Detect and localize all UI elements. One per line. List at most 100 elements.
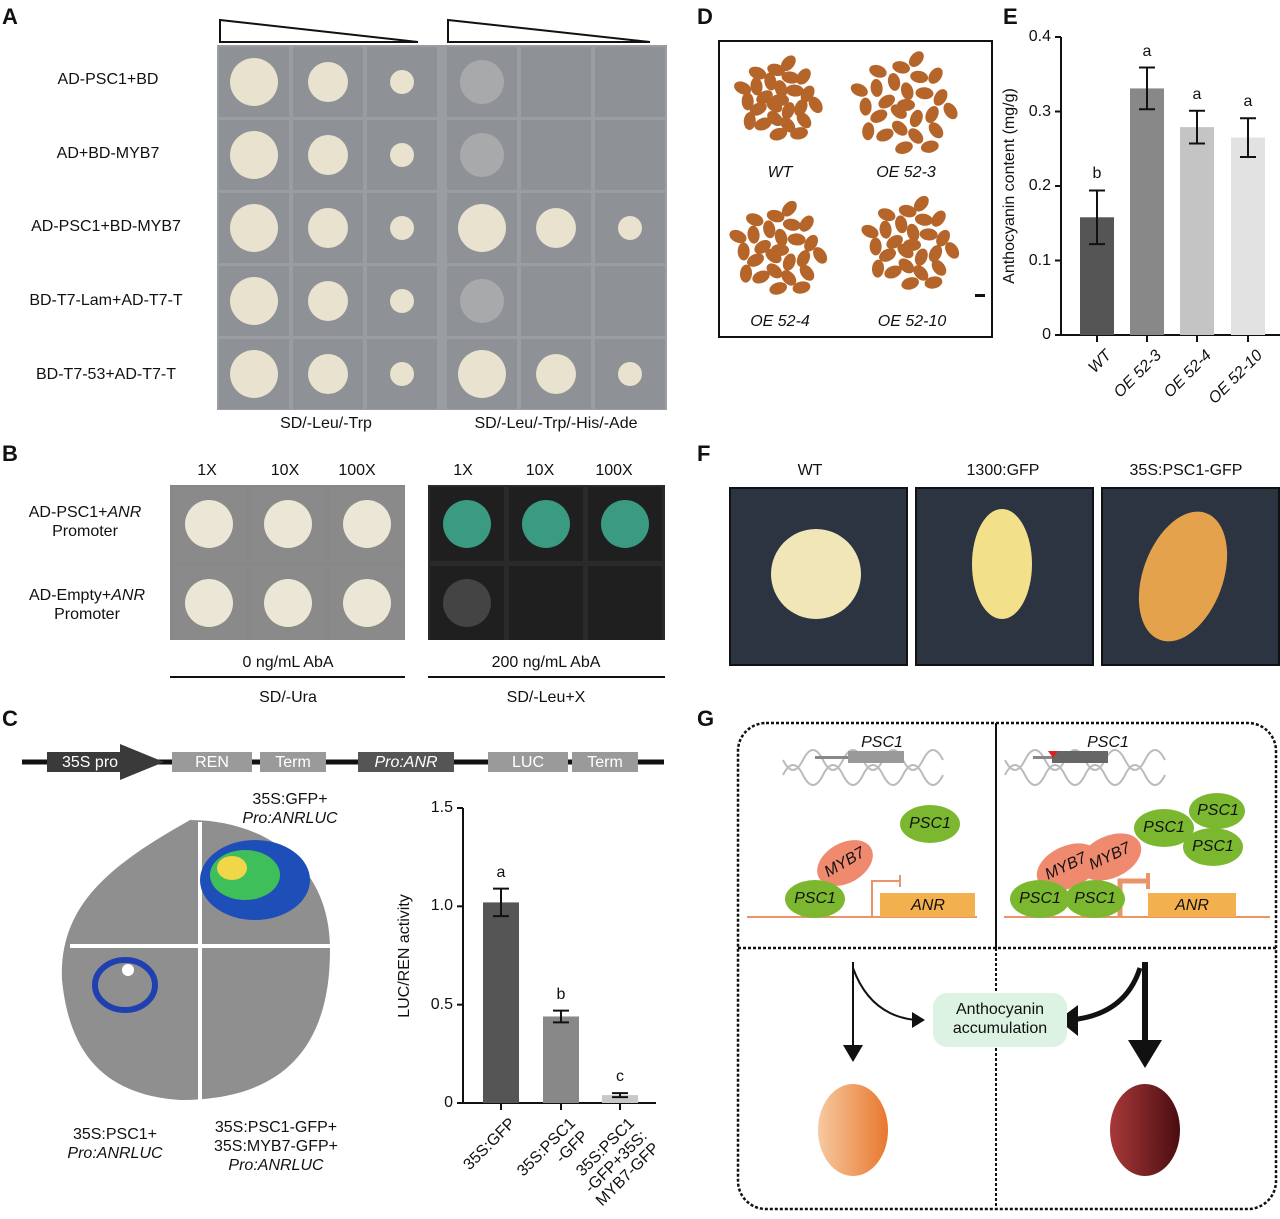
light-seed-icon [818,1084,888,1176]
construct-ren: REN [195,754,229,771]
psc1-protein: PSC1 [1143,819,1185,836]
y-tick-label: 0.2 [1028,177,1051,194]
significance-letter: a [1243,93,1253,111]
seed [769,127,788,141]
luciferase-leaf-image [61,820,331,1100]
yeast-spot [330,566,404,640]
yeast-spot [367,47,437,117]
callus-label: 1300:GFP [966,462,1040,479]
seed [799,264,815,281]
seed [796,68,811,85]
seed [884,265,902,279]
seed [870,78,883,97]
seed [774,80,788,98]
seed [928,245,943,263]
error-bar [553,1009,569,1024]
seed [906,223,920,242]
seed [890,104,907,119]
seed [752,270,770,284]
dilution-label: 1X [453,462,473,479]
seed [782,218,801,231]
yeast-spot [367,339,437,409]
seed [876,128,894,142]
a-row-label: AD-PSC1+BD [57,71,159,88]
yeast-spot [430,487,504,561]
seed [913,195,929,212]
b-row-prefix: AD-Empty+ [28,587,112,604]
psc1-protein: PSC1 [1074,890,1116,907]
promoter-arrow [47,744,164,780]
y-axis-label: LUC/REN activity [396,893,413,1018]
outcome-line: Anthocyanin [955,1001,1045,1018]
seed [734,81,752,95]
chart-e [1055,36,1280,342]
seed [908,51,924,67]
chart-c [457,807,656,1110]
seed [900,82,914,100]
yeast-spot [219,120,289,190]
b-medium-label: SD/-Ura [259,689,317,706]
leaf-label-top-right: 35S:GFP+ Pro:ANRLUC [242,790,337,828]
seed [933,89,948,106]
seed [765,248,782,264]
seed [813,247,828,264]
b-condition-label: 0 ng/mL AbA [242,654,334,671]
seed [747,253,764,267]
b-row-label: AD-Empty+ANR Promoter [29,586,145,624]
seed [767,63,785,77]
error-bar [1240,117,1256,158]
yeast-spot [367,193,437,263]
seed [870,109,888,123]
yeast-spot [509,487,583,561]
construct-term: Term [587,754,623,771]
seed [750,77,763,96]
seed [804,234,819,252]
yeast-spot [330,487,404,561]
significance-letter: b [556,985,566,1003]
model-diagram [736,721,1278,1211]
leaf-label-line: 35S:MYB7-GFP+ [213,1138,339,1156]
anthocyanin-accumulation-box: Anthocyanin accumulation [953,1000,1047,1038]
seed [850,83,868,97]
seed [879,248,896,262]
seed [774,228,788,247]
a-row-label: AD-PSC1+BD-MYB7 [31,218,181,235]
seed [886,234,903,249]
yeast-spot [595,339,665,409]
seed [915,87,934,100]
yeast-spot [219,266,289,336]
yeast-spot [521,47,591,117]
bar [1180,127,1214,336]
yeast-spot [293,266,363,336]
seed [892,61,910,74]
yeast-spot [447,120,517,190]
error-bar [1189,109,1205,145]
seed [739,264,753,283]
seed [895,141,913,155]
b-medium-label: SD/-Leu+X [506,689,586,706]
yeast-spot [521,193,591,263]
yeast-spot [293,120,363,190]
seed [891,120,908,136]
dilution-label: 100X [338,462,376,479]
dilution-label: 100X [595,462,633,479]
y1h-plate-xgal [428,485,665,640]
seed [799,215,814,232]
seed [924,276,943,289]
seed [928,67,943,84]
leaf-label-bottom-left: 35S:PSC1+ Pro:ANRLUC [67,1125,162,1163]
callus-label: 35S:PSC1-GFP [1129,462,1243,479]
seed [910,70,929,84]
error-bar [1139,66,1155,111]
yeast-spot [588,566,662,640]
yeast-spot [521,339,591,409]
seed [901,277,919,290]
yeast-spot [447,193,517,263]
yeast-spot [251,487,325,561]
seed [787,233,806,246]
seed [869,237,882,256]
construct-luc: LUC [511,754,545,771]
seed [895,215,908,234]
a-row-label: AD+BD-MYB7 [56,145,160,162]
